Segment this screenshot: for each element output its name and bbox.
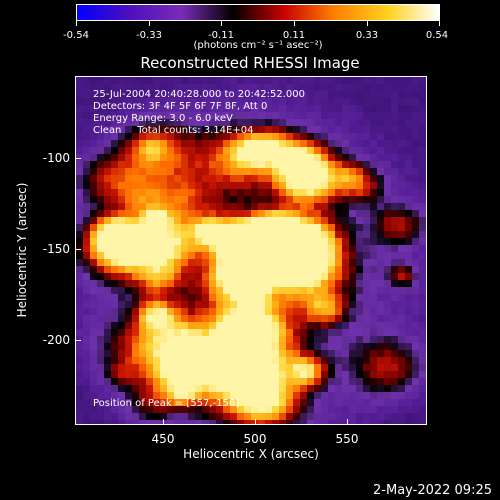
colorbar-tick-label: -0.54 (63, 30, 89, 41)
y-tick-label: -100 (42, 151, 70, 165)
colorbar-tick-mark (367, 21, 368, 26)
annotation-detectors: Detectors: 3F 4F 5F 6F 7F 8F, Att 0 (93, 101, 268, 112)
y-tick-label: -150 (42, 242, 70, 256)
annotation-time-range: 25-Jul-2004 20:40:28.000 to 20:42:52.000 (93, 89, 305, 100)
x-axis-label: Heliocentric X (arcsec) (183, 447, 319, 461)
x-tick-label: 450 (151, 432, 175, 446)
image-plot (75, 76, 427, 425)
colorbar-tick-label: 0.33 (355, 30, 379, 41)
colorbar-tick-mark (294, 21, 295, 26)
annotation-clean-counts: Clean Total counts: 3.14E+04 (93, 125, 254, 136)
colorbar-units: (photons cm⁻² s⁻¹ asec⁻²) (193, 40, 323, 51)
colorbar-tick-mark (439, 21, 440, 26)
timestamp: 2-May-2022 09:25 (373, 483, 492, 498)
x-tick-label: 550 (335, 432, 359, 446)
x-tick-label: 500 (243, 432, 267, 446)
heatmap-image (76, 77, 426, 424)
colorbar-tick-label: 0.11 (282, 30, 306, 41)
colorbar-tick-mark (149, 21, 150, 26)
colorbar-tick-label: -0.11 (208, 30, 234, 41)
colorbar-tick-mark (221, 21, 222, 26)
colorbar-tick-label: -0.33 (136, 30, 162, 41)
y-tick-mark (75, 249, 81, 250)
annotation-peak-position: Position of Peak = [557,-156] (93, 398, 240, 409)
y-axis-label: Heliocentric Y (arcsec) (15, 182, 29, 318)
y-tick-label: -200 (42, 333, 70, 347)
annotation-energy-range: Energy Range: 3.0 - 6.0 keV (93, 113, 233, 124)
colorbar-tick-label: 0.54 (425, 30, 449, 41)
colorbar-tick-mark (76, 21, 77, 26)
colorbar (76, 4, 440, 21)
y-tick-mark (75, 158, 81, 159)
x-tick-mark (255, 419, 256, 425)
y-tick-mark (75, 340, 81, 341)
x-tick-mark (163, 419, 164, 425)
page-title: Reconstructed RHESSI Image (140, 54, 360, 72)
x-tick-mark (347, 419, 348, 425)
